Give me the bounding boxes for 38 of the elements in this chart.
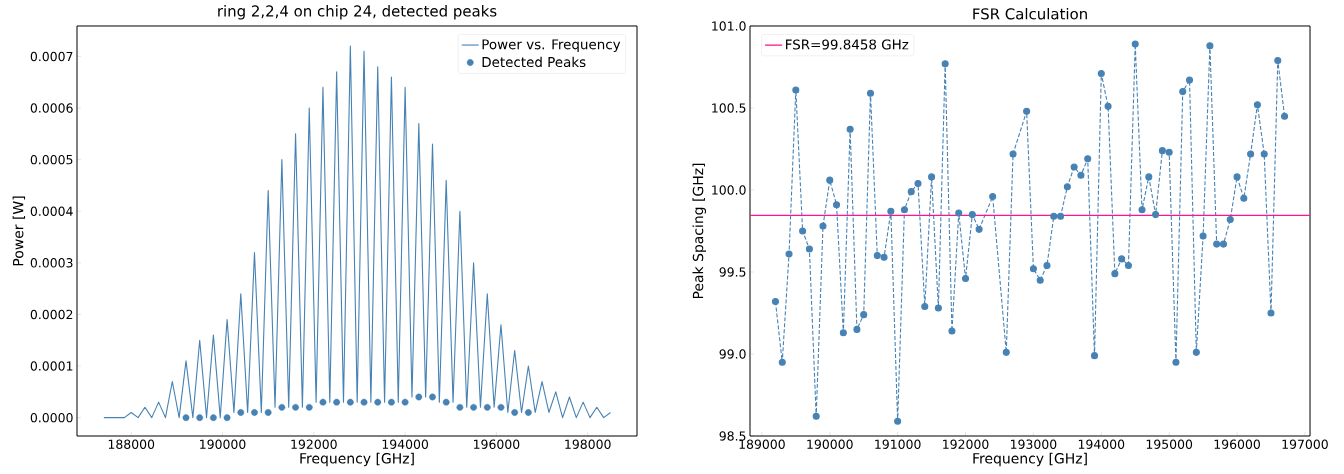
y-tick-label: 101.0: [712, 21, 746, 31]
y-tick-label: 0.0005: [30, 154, 73, 165]
x-tick-label: 194000: [1078, 439, 1125, 449]
y-tick-label: 0.0007: [30, 51, 73, 62]
x-tick-label: 192000: [943, 439, 989, 449]
x-tick-label: 193000: [1011, 439, 1057, 449]
y-tick-label: 0.0000: [30, 412, 73, 423]
y-tick-label: 0.0001: [30, 361, 73, 371]
y-tick-label: 0.0002: [30, 309, 73, 320]
y-tick-label: 98.5: [719, 431, 746, 441]
x-tick-label: 194000: [382, 439, 429, 449]
x-axis-title: Frequency [GHz]: [973, 452, 1087, 467]
chart-title: ring 2,2,4 on chip 24, detected peaks: [218, 5, 497, 20]
x-tick-label: 198000: [565, 439, 611, 449]
y-axis-title: Peak Spacing [GHz]: [692, 163, 706, 299]
chart-title: FSR Calculation: [973, 7, 1087, 20]
x-tick-label: 196000: [1214, 439, 1260, 449]
x-tick-label: 197000: [1282, 439, 1328, 449]
legend-label: Detected Peaks: [482, 56, 586, 68]
y-axis-title: Power [W]: [12, 196, 26, 266]
legend-label: Power vs. Frequency: [482, 39, 621, 52]
x-tick-label: 189000: [739, 439, 785, 449]
x-tick-label: 190000: [200, 439, 246, 449]
y-tick-label: 0.0006: [30, 103, 73, 113]
x-tick-label: 192000: [291, 439, 337, 449]
y-tick-label: 0.0004: [30, 206, 73, 216]
y-tick-label: 99.0: [719, 349, 746, 359]
y-tick-label: 99.5: [719, 267, 746, 277]
y-tick-label: 100.0: [712, 185, 746, 195]
x-tick-label: 190000: [807, 439, 853, 449]
x-tick-label: 196000: [474, 439, 520, 449]
y-tick-label: 0.0003: [30, 258, 73, 268]
x-tick-label: 188000: [108, 439, 155, 449]
legend-label: FSR=99.8458 GHz: [786, 39, 909, 50]
y-tick-label: 100.5: [712, 103, 746, 113]
x-axis-title: Frequency [GHz]: [300, 452, 414, 467]
x-tick-label: 191000: [875, 439, 921, 449]
x-tick-label: 195000: [1146, 439, 1193, 449]
